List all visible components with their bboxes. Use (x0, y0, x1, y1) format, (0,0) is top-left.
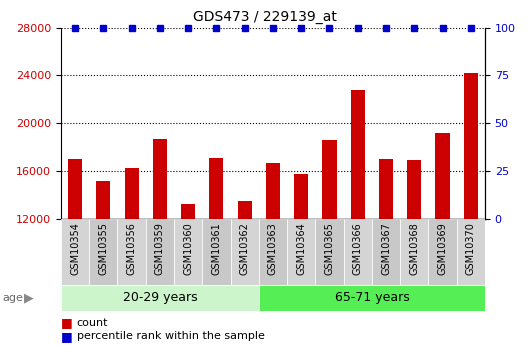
Text: GSM10367: GSM10367 (381, 222, 391, 275)
Text: ■: ■ (61, 330, 73, 343)
Bar (372, 219, 400, 285)
Text: GSM10364: GSM10364 (296, 222, 306, 275)
Text: 65-71 years: 65-71 years (334, 291, 409, 304)
Text: GSM10369: GSM10369 (438, 222, 447, 275)
Text: GSM10356: GSM10356 (127, 222, 137, 275)
Text: GSM10362: GSM10362 (240, 222, 250, 275)
Bar (407, 160, 421, 345)
Bar (209, 158, 224, 345)
Text: GSM10361: GSM10361 (211, 222, 222, 275)
Bar (237, 201, 252, 345)
Bar (125, 168, 139, 345)
Bar (202, 219, 231, 285)
Bar (174, 219, 202, 285)
Bar (146, 219, 174, 285)
Text: age: age (3, 293, 23, 303)
Bar (315, 219, 343, 285)
Text: GSM10363: GSM10363 (268, 222, 278, 275)
Text: count: count (77, 318, 108, 327)
Bar (259, 219, 287, 285)
Text: ▶: ▶ (24, 291, 34, 304)
Bar (61, 285, 259, 310)
Bar (457, 219, 485, 285)
Text: GDS473 / 229139_at: GDS473 / 229139_at (193, 10, 337, 24)
Text: GSM10365: GSM10365 (324, 222, 334, 275)
Bar (61, 219, 89, 285)
Bar (118, 219, 146, 285)
Bar (153, 139, 167, 345)
Bar (428, 219, 457, 285)
Bar (322, 140, 337, 345)
Bar (351, 90, 365, 345)
Bar (259, 285, 485, 310)
Text: 20-29 years: 20-29 years (122, 291, 197, 304)
Text: GSM10368: GSM10368 (409, 222, 419, 275)
Bar (400, 219, 428, 285)
Bar (181, 204, 195, 345)
Text: GSM10359: GSM10359 (155, 222, 165, 275)
Bar (266, 163, 280, 345)
Text: GSM10370: GSM10370 (466, 222, 476, 275)
Text: GSM10355: GSM10355 (99, 222, 108, 275)
Bar (343, 219, 372, 285)
Bar (379, 159, 393, 345)
Text: GSM10354: GSM10354 (70, 222, 80, 275)
Text: ■: ■ (61, 316, 73, 329)
Bar (287, 219, 315, 285)
Text: percentile rank within the sample: percentile rank within the sample (77, 332, 264, 341)
Bar (436, 133, 449, 345)
Text: GSM10360: GSM10360 (183, 222, 193, 275)
Bar (89, 219, 118, 285)
Bar (294, 174, 308, 345)
Bar (231, 219, 259, 285)
Text: GSM10366: GSM10366 (353, 222, 363, 275)
Bar (68, 159, 82, 345)
Bar (96, 181, 110, 345)
Bar (464, 73, 478, 345)
